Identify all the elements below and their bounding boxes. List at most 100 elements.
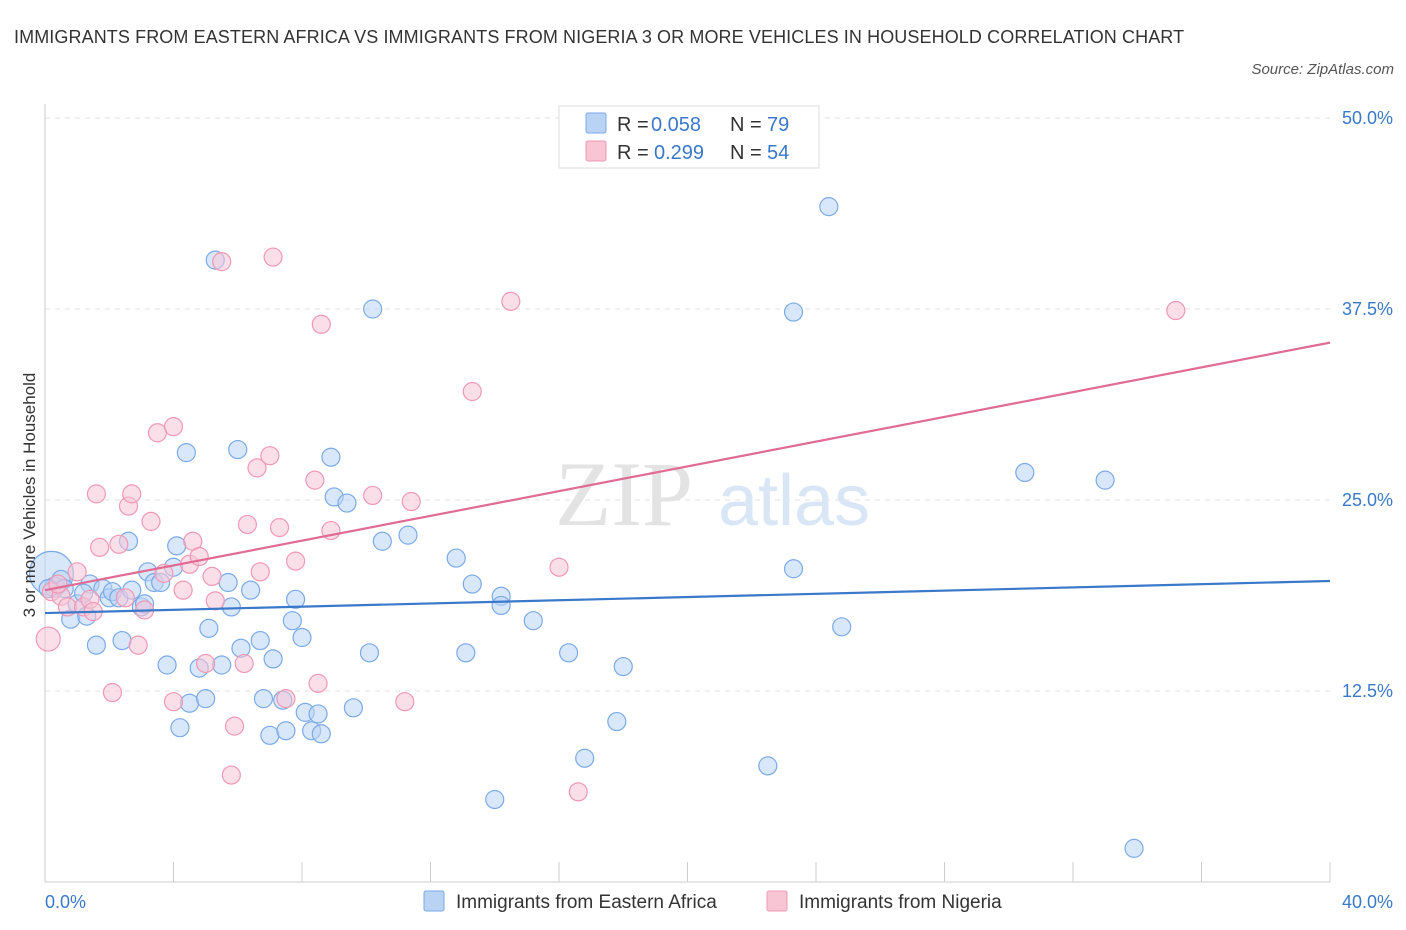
data-point [167,536,187,556]
data-point [189,546,209,567]
data-point [163,692,184,712]
legend-n-value-nigeria: 54 [767,142,789,164]
legend-r-label: R = [617,114,649,136]
data-point [163,417,184,437]
data-point [783,559,804,579]
data-point [147,423,168,443]
data-point [568,782,588,802]
series-label-eastern-africa: Immigrants from Eastern Africa [456,892,717,913]
correlation-legend: R = 0.058 N = 79 R = 0.299 N = 54 [558,105,820,169]
series-label-nigeria: Immigrants from Nigeria [799,892,1002,913]
legend-r-label: R = [617,142,649,164]
data-point [308,704,328,724]
data-point [173,580,193,600]
data-point [523,611,543,631]
data-point [308,673,328,693]
data-point [221,765,241,785]
data-point [832,617,852,637]
trend-lines [44,341,1331,615]
data-point [1124,838,1144,858]
data-point [1095,470,1115,490]
data-point [157,655,177,675]
data-point [305,470,325,490]
data-point [456,643,476,663]
legend-swatch-nigeria [585,140,607,162]
data-point [212,655,232,675]
data-point [247,458,267,478]
data-point [128,635,148,655]
data-point [250,562,270,582]
data-point [86,484,107,504]
data-point [86,635,107,655]
data-point [501,291,521,311]
data-point [607,711,627,732]
series-swatch-nigeria [766,890,788,912]
data-point [311,724,331,744]
data-point [485,789,505,810]
trend-line [44,341,1331,592]
data-point [212,252,232,272]
series-swatch-eastern-africa [423,890,445,912]
data-point [758,756,778,776]
data-point [228,439,248,460]
data-point [109,534,129,554]
data-point [363,299,383,319]
x-tick-label: 40.0% [1342,892,1393,912]
data-point [67,562,87,582]
data-point [241,580,261,600]
data-point [343,698,363,718]
data-point [575,748,595,768]
data-point [250,630,270,651]
data-point [179,693,200,713]
legend-n-value-eastern-africa: 79 [767,114,789,136]
data-point [202,566,222,587]
data-point [48,574,68,594]
y-tick-label: 12.5% [1342,681,1393,701]
data-point [1166,300,1186,321]
data-point [401,491,421,512]
data-point [224,716,245,736]
data-point [359,643,380,663]
data-point [819,197,839,217]
watermark-zip: ZIP [555,443,693,545]
source-label: Source: ZipAtlas.com [1251,61,1394,78]
y-tick-label: 25.0% [1342,490,1393,510]
legend-n-label: N = [730,142,762,164]
data-point [102,682,123,703]
series-points-1 [35,247,1186,802]
legend-r-value-eastern-africa: 0.058 [651,114,701,136]
data-point [260,446,280,466]
y-tick-label: 50.0% [1342,108,1393,128]
legend-swatch-eastern-africa [585,112,607,134]
data-point [372,531,392,551]
data-point [783,302,804,322]
data-point [253,689,274,709]
data-point [218,572,238,593]
data-point [363,485,383,506]
data-point [90,537,110,557]
tick-labels: 50.0% 37.5% 25.0% 12.5% 0.0% 40.0% [45,108,1393,912]
series-legend: Immigrants from Eastern Africa Immigrant… [423,890,1002,913]
data-points [28,197,1186,858]
data-point [170,718,190,738]
data-point [269,517,290,538]
data-point [35,626,61,652]
data-point [196,689,216,709]
data-point [321,447,341,467]
data-point [549,557,569,577]
watermark-atlas: atlas [718,461,870,541]
data-point [1015,462,1035,483]
data-point [395,692,415,712]
data-point [221,597,241,617]
data-point [260,725,280,745]
data-point [462,381,482,402]
data-point [263,649,283,669]
data-point [559,643,579,663]
data-point [285,551,306,571]
y-axis-label: 3 or more Vehicles in Household [20,373,39,618]
data-point [122,484,142,504]
data-point [398,525,418,545]
legend-n-label: N = [730,114,762,136]
data-point [282,611,302,631]
